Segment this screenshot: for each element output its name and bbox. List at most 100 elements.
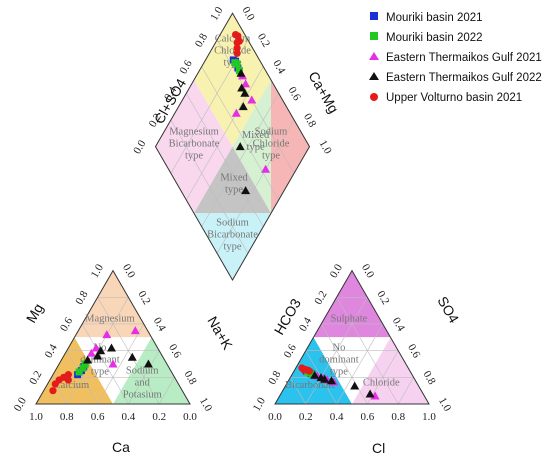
cation-right-tick: 0.6 (166, 342, 184, 360)
diamond-point-series-2 (261, 164, 271, 173)
cation-zone-label-sodium: Sodium and Potasium (123, 365, 162, 400)
cation-grid-line (97, 297, 160, 405)
cation-left-tick: 0.0 (12, 395, 30, 413)
cation-point-series-2 (91, 343, 101, 352)
anion-left-tick: 0.6 (282, 342, 300, 360)
anion-zone-label-chloride: Chloride (363, 377, 400, 388)
anion-point-series-3 (310, 370, 320, 379)
anion-zone-label-bicarbonate: Bicarbonate (285, 380, 336, 391)
diamond-point-series-1 (235, 67, 243, 75)
anion-point-series-1 (308, 370, 316, 378)
cation-grid-line (66, 350, 98, 405)
diamond-point-series-2 (247, 95, 257, 104)
cation-left-tick: 1.0 (89, 262, 107, 280)
anion-zone-label-nodominant: No dominant type (319, 343, 359, 378)
cation-left-tick: 0.6 (58, 315, 76, 333)
cation-point-series-1 (75, 368, 83, 376)
anion-bottom-tick: 0.2 (299, 411, 313, 423)
frame-layer (35, 12, 430, 405)
anion-right-tick: 0.4 (390, 316, 408, 334)
anion-grid-line (336, 323, 384, 405)
cation-grid-line (97, 323, 145, 405)
diamond-frame (154, 12, 311, 282)
anion-zone-nodominant (313, 337, 391, 404)
anion-right-tick: 0.2 (374, 289, 391, 307)
anion-left-tick: 0.4 (297, 315, 315, 333)
anion-point-series-3 (320, 374, 330, 383)
anion-left-tick: 0.8 (266, 368, 284, 386)
cation-grid-line (158, 377, 175, 405)
diamond-zone-sodium-bicarbonate (194, 213, 271, 280)
cation-point-series-2 (130, 326, 140, 335)
anion-zone-sulphate (313, 270, 391, 338)
anion-bottom-tick: 1.0 (422, 411, 436, 423)
cation-right-axis-label: Na+K (204, 314, 236, 353)
diamond-grid-line (216, 119, 295, 254)
diamond-upper-right-tick: 0.4 (270, 58, 288, 76)
cation-bottom-tick: 0.0 (183, 411, 197, 423)
anion-right-tick: 0.6 (405, 342, 423, 360)
anion-right-axis-label: SO4 (434, 294, 462, 326)
cation-right-tick: 1.0 (197, 396, 215, 414)
diamond-point-series-3 (238, 102, 248, 111)
cation-point-series-2 (102, 330, 112, 339)
anion-bottom-tick: 0.8 (391, 411, 405, 423)
legend-label-mouriki-2022: Mouriki basin 2022 (386, 32, 483, 44)
diamond-zone-label-sodium-bicarbonate: Sodium Bicarbonate type (207, 217, 258, 252)
cation-point-series-3 (96, 346, 106, 355)
cation-bottom-tick: 1.0 (29, 411, 43, 423)
cation-left-tick: 0.2 (27, 369, 44, 387)
diamond-grid-line (186, 66, 264, 201)
diamond-upper-right-axis-label: Ca+Mg (305, 69, 342, 116)
anion-grid-line (320, 323, 368, 405)
anion-left-tick: 0.2 (312, 289, 329, 307)
cation-point-series-4 (49, 387, 57, 395)
diamond-upper-left-tick: 0.8 (193, 31, 211, 49)
diamond-point-series-3 (240, 88, 250, 97)
diamond-upper-right-tick: 0.0 (239, 5, 257, 23)
cation-zone-sodium (113, 337, 190, 404)
legend-marker-volturno-2021 (370, 93, 378, 101)
diamond-point-series-3 (236, 68, 246, 77)
diamond-upper-left-tick: 0.6 (177, 58, 195, 76)
anion-zone-label-sulphate: Sulphate (331, 313, 368, 324)
cation-right-tick: 0.4 (151, 316, 169, 334)
cation-point-series-4 (64, 371, 72, 379)
anion-zone-chloride (352, 337, 429, 404)
diamond-grid-line (201, 93, 279, 227)
cation-point-series-3 (93, 351, 103, 360)
diamond-grid-line (201, 66, 279, 201)
diamond-upper-right-tick: 0.2 (255, 31, 272, 49)
anion-grid-line (336, 297, 399, 405)
anion-grid-line (290, 377, 307, 405)
legend-label-thermaikos-2022: Eastern Thermaikos Gulf 2022 (386, 72, 542, 84)
cation-bottom-tick: 0.4 (122, 411, 136, 423)
points-layer (49, 31, 380, 400)
diamond-zone-sodium-chloride (271, 79, 310, 214)
cation-zone-label-calcium: Calcium (54, 380, 90, 391)
anion-bottom-tick: 0.4 (330, 411, 344, 423)
diamond-point-series-4 (233, 39, 241, 47)
cation-right-tick: 0.2 (135, 289, 152, 307)
cation-zone-label-magnesium: Magnesium (85, 313, 135, 324)
legend-marker-mouriki-2021 (370, 12, 378, 20)
legend-marker-mouriki-2022 (370, 32, 378, 40)
legend-marker-thermaikos-2021 (369, 52, 379, 60)
anion-point-series-4 (305, 367, 313, 375)
diamond-upper-left-tick: 0.2 (147, 112, 164, 130)
diamond-zone-label-magnesium-bicarbonate: Magnesium Bicarbonate type (169, 127, 220, 162)
cation-point-series-2 (108, 359, 118, 368)
diamond-point-series-4 (233, 49, 241, 57)
legend-label-thermaikos-2021: Eastern Thermaikos Gulf 2021 (386, 52, 542, 64)
cation-point-series-1 (81, 360, 89, 368)
diamond-upper-left-tick: 1.0 (208, 4, 226, 22)
anion-point-series-4 (298, 364, 306, 372)
anion-bottom-tick: 0.6 (361, 411, 375, 423)
cation-point-series-3 (127, 352, 137, 361)
diamond-point-series-3 (235, 142, 245, 151)
diamond-zone-label-mixed-upper: Mixed type (242, 130, 270, 153)
cation-bottom-axis-label: Ca (112, 439, 130, 455)
cation-left-axis-label: Mg (23, 301, 47, 326)
